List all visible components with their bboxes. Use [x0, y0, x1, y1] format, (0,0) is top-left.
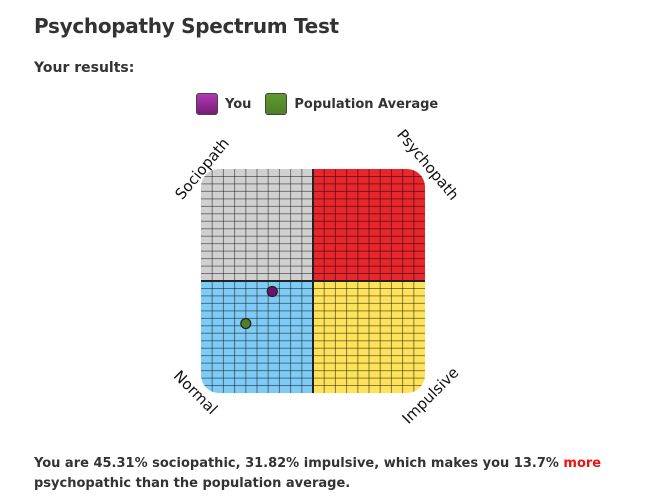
- summary-emphasis: more: [563, 456, 602, 471]
- spectrum-chart: Sociopath Psychopath Normal Impulsive: [170, 126, 463, 428]
- results-heading: Your results:: [34, 60, 135, 76]
- quadrant-normal: [201, 281, 313, 393]
- page-title: Psychopathy Spectrum Test: [34, 14, 339, 38]
- quadrant-psychopath: [313, 169, 425, 281]
- summary-text-1: You are 45.31% sociopathic, 31.82% impul…: [34, 456, 564, 471]
- summary-text-2: psychopathic than the population average…: [34, 476, 351, 491]
- chart-legend: You Population Average: [196, 93, 452, 115]
- quadrant-sociopath: [201, 169, 313, 281]
- legend-label-you: You: [225, 96, 252, 112]
- legend-swatch-population: [265, 93, 288, 115]
- legend-label-population: Population Average: [294, 96, 439, 112]
- data-point-population-average: [240, 317, 252, 330]
- data-point-you: [266, 285, 278, 298]
- results-summary: You are 45.31% sociopathic, 31.82% impul…: [34, 454, 614, 494]
- quadrant-impulsive: [313, 281, 425, 393]
- legend-swatch-you: [196, 93, 218, 115]
